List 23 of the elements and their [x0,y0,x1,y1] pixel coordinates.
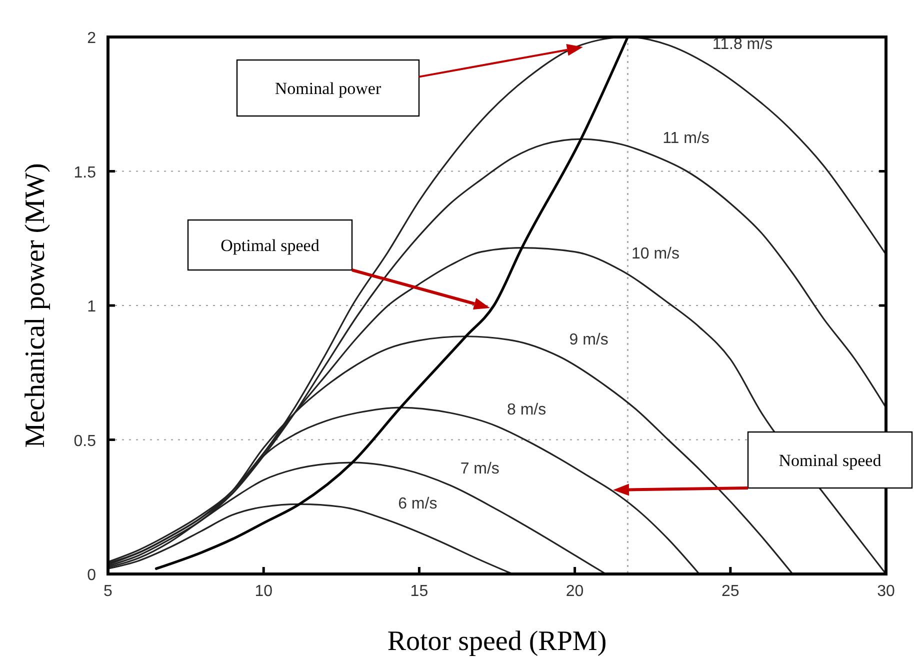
series-label: 8 m/s [507,401,546,418]
x-tick-label: 30 [877,583,895,600]
annotation: Nominal power [274,79,382,98]
y-tick-label: 1.5 [74,164,96,182]
annotation: Nominal speed [778,451,882,470]
x-tick-label: 10 [254,583,273,600]
x-tick-label: 5 [104,583,113,600]
y-tick-label: 1 [87,298,96,316]
series-label: 6 m/s [398,495,438,512]
x-tick-label: 20 [566,583,584,600]
x-tick-label: 15 [410,583,428,600]
annotation: Optimal speed [220,236,320,255]
series-label: 11 m/s [662,130,710,148]
series-label: 10 m/s [631,246,680,263]
series-label: 11.8 m/s [712,36,773,54]
series-label: 7 m/s [460,460,500,478]
x-axis-title: Rotor speed (RPM) [387,626,607,657]
series-label: 9 m/s [569,332,608,349]
y-tick-label: 0 [87,567,96,584]
x-tick-label: 25 [722,583,740,600]
y-axis-title: Mechanical power (MW) [20,163,51,448]
y-tick-label: 0.5 [74,432,96,450]
y-tick-label: 2 [87,30,96,47]
